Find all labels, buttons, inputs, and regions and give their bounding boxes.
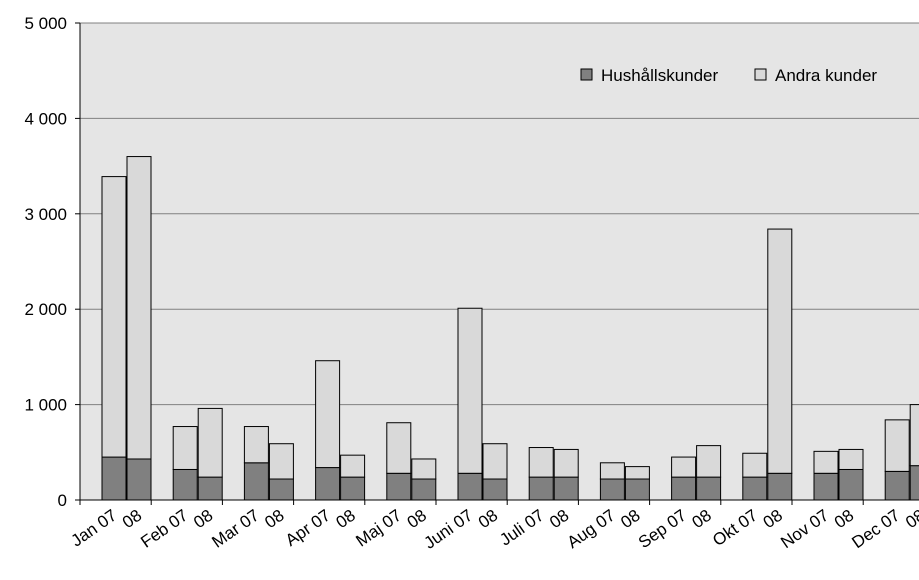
bar-segment-andra-kunder <box>528 447 554 478</box>
x-tick-label: 08 <box>332 506 358 532</box>
legend-swatch-hushallskunder <box>580 68 593 81</box>
bar-segment-andra-kunder <box>386 422 412 474</box>
bar-segment-hushallskunder <box>838 468 864 501</box>
y-axis-ticks: 0 1 000 2 000 3 000 4 000 5 000 <box>24 14 80 510</box>
x-tick-label: Aug 07 <box>564 506 619 552</box>
x-tick-label: Jan 07 <box>68 506 121 551</box>
y-tick-label: 3 000 <box>24 205 67 224</box>
bar-segment-andra-kunder <box>624 466 650 480</box>
y-tick-label: 1 000 <box>24 396 67 415</box>
bar-segment-hushallskunder <box>696 476 722 501</box>
bar-segment-hushallskunder <box>101 456 127 501</box>
bar-segment-andra-kunder <box>671 456 697 478</box>
x-tick-label: Sep 07 <box>635 506 690 552</box>
bar-segment-andra-kunder <box>553 448 579 478</box>
x-tick-label: 08 <box>688 506 714 532</box>
bar-segment-andra-kunder <box>126 156 152 460</box>
legend: Hushållskunder Andra kunder <box>580 66 877 85</box>
bar-segment-hushallskunder <box>528 476 554 501</box>
bar-segment-andra-kunder <box>340 454 366 478</box>
bar-segment-andra-kunder <box>197 407 223 478</box>
x-tick-label: 08 <box>404 506 430 532</box>
bar-segment-hushallskunder <box>671 476 697 501</box>
bar-segment-andra-kunder <box>696 445 722 478</box>
bar-segment-andra-kunder <box>767 228 793 474</box>
legend-label-hushallskunder: Hushållskunder <box>601 66 719 85</box>
bar-segment-andra-kunder <box>172 426 198 470</box>
x-tick-label: Juni 07 <box>420 506 476 553</box>
bar-segment-hushallskunder <box>624 478 650 501</box>
bar-segment-hushallskunder <box>126 458 152 501</box>
y-tick-label: 2 000 <box>24 300 67 319</box>
x-tick-label: 08 <box>617 506 643 532</box>
bar-segment-andra-kunder <box>884 419 910 472</box>
bar-segment-hushallskunder <box>884 470 910 501</box>
x-tick-label: 08 <box>902 506 919 532</box>
legend-label-andra-kunder: Andra kunder <box>775 66 877 85</box>
x-tick-label: 08 <box>475 506 501 532</box>
bar-segment-hushallskunder <box>386 472 412 501</box>
x-tick-label: Maj 07 <box>352 506 405 551</box>
bar-segment-hushallskunder <box>813 472 839 501</box>
x-tick-label: 08 <box>760 506 786 532</box>
x-tick-label: 08 <box>119 506 145 532</box>
bars <box>101 156 919 501</box>
x-tick-label: Dec 07 <box>848 506 903 552</box>
bar-segment-andra-kunder <box>101 176 127 458</box>
bar-segment-hushallskunder <box>197 476 223 501</box>
bar-segment-andra-kunder <box>599 462 625 480</box>
bar-segment-hushallskunder <box>909 465 919 501</box>
bar-segment-andra-kunder <box>909 404 919 467</box>
bar-segment-hushallskunder <box>553 476 579 501</box>
bar-segment-hushallskunder <box>742 476 768 501</box>
bar-segment-hushallskunder <box>482 478 508 501</box>
bar-segment-hushallskunder <box>767 472 793 501</box>
bar-segment-hushallskunder <box>243 462 269 501</box>
bar-segment-andra-kunder <box>482 443 508 480</box>
x-tick-label: 08 <box>190 506 216 532</box>
bar-segment-andra-kunder <box>813 450 839 474</box>
bar-segment-andra-kunder <box>838 448 864 470</box>
x-tick-label: Okt 07 <box>709 506 761 550</box>
bar-segment-hushallskunder <box>411 478 437 501</box>
bar-segment-andra-kunder <box>457 307 483 474</box>
x-tick-label: Mar 07 <box>208 506 262 552</box>
y-tick-label: 5 000 <box>24 14 67 33</box>
x-tick-label: Juli 07 <box>496 506 547 550</box>
x-tick-label: 08 <box>546 506 572 532</box>
bar-segment-hushallskunder <box>268 478 294 501</box>
x-tick-label: 08 <box>831 506 857 532</box>
bar-segment-andra-kunder <box>243 426 269 464</box>
bar-segment-andra-kunder <box>315 360 341 469</box>
bar-segment-hushallskunder <box>457 472 483 501</box>
bar-segment-hushallskunder <box>599 478 625 501</box>
bar-segment-hushallskunder <box>172 468 198 501</box>
bar-segment-hushallskunder <box>315 467 341 501</box>
bar-segment-andra-kunder <box>268 443 294 480</box>
y-tick-label: 4 000 <box>24 109 67 128</box>
x-tick-label: Nov 07 <box>777 506 832 552</box>
x-tick-label: 08 <box>261 506 287 532</box>
legend-swatch-andra-kunder <box>754 68 767 81</box>
x-tick-label: Feb 07 <box>137 506 191 552</box>
x-tick-label: Apr 07 <box>282 506 334 550</box>
bar-segment-hushallskunder <box>340 476 366 501</box>
bar-segment-andra-kunder <box>411 458 437 480</box>
y-tick-label: 0 <box>58 491 67 510</box>
bar-segment-andra-kunder <box>742 452 768 478</box>
